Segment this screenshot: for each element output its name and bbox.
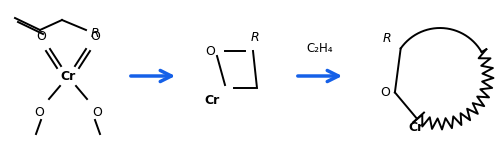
Text: Cr: Cr (60, 70, 76, 82)
Text: C₂H₄: C₂H₄ (307, 41, 333, 54)
Text: Cr: Cr (204, 95, 220, 107)
Text: R: R (91, 26, 100, 40)
Text: O: O (205, 45, 215, 58)
Text: R: R (382, 32, 391, 45)
Text: O: O (34, 106, 44, 119)
Text: Cr: Cr (408, 121, 424, 134)
Text: O: O (90, 29, 100, 42)
Text: O: O (92, 106, 102, 119)
Text: R: R (250, 30, 260, 44)
Text: O: O (36, 29, 46, 42)
Text: O: O (380, 86, 390, 99)
